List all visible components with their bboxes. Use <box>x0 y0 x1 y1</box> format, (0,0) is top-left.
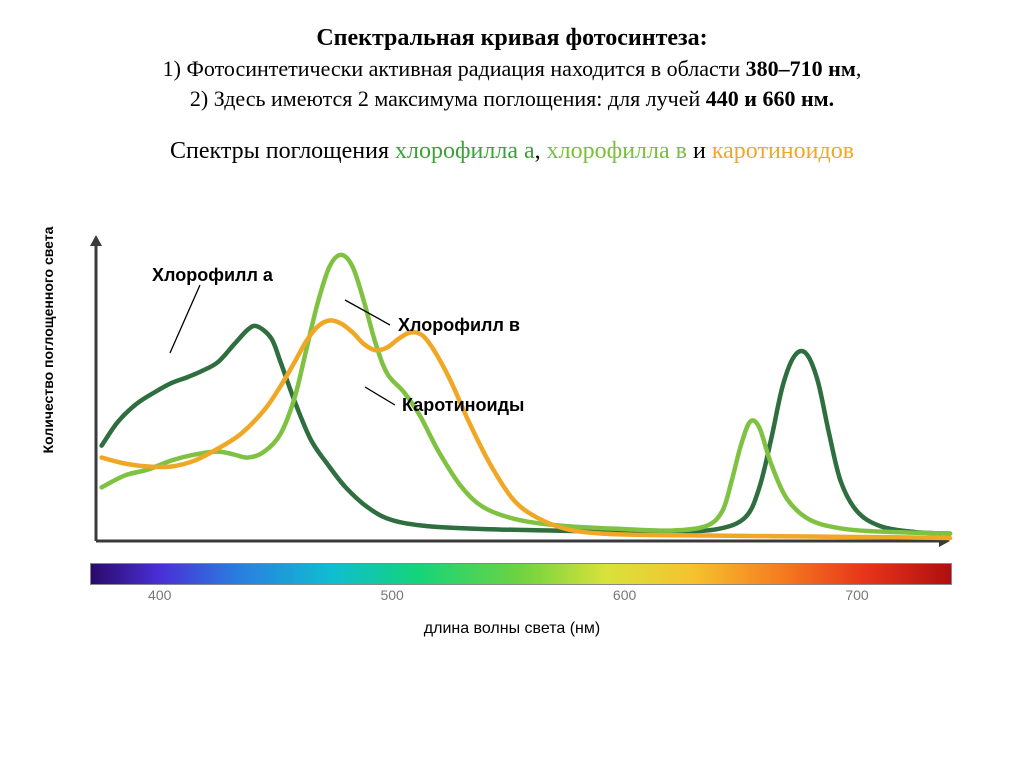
xtick-700: 700 <box>845 587 868 603</box>
series-label-chlorophyll_a: Хлорофилл а <box>152 265 273 286</box>
subtitle: Спектры поглощения хлорофилла а, хлорофи… <box>0 138 1024 165</box>
subtitle-sep2: и <box>687 138 712 164</box>
xtick-500: 500 <box>380 587 403 603</box>
line2-pre: 2) Здесь имеются 2 максимума поглощения:… <box>190 86 706 111</box>
spectrum-bar <box>90 563 952 585</box>
y-axis-label: Количество поглощенного света <box>40 200 56 480</box>
line2-bold: 440 и 660 нм. <box>706 86 834 111</box>
subtitle-prefix: Спектры поглощения <box>170 138 395 164</box>
xtick-400: 400 <box>148 587 171 603</box>
chart: Количество поглощенного света Хлорофилл … <box>0 225 1024 725</box>
xtick-600: 600 <box>613 587 636 603</box>
subtitle-sep1: , <box>535 138 547 164</box>
line1-post: , <box>856 56 862 81</box>
series-chlorophyll_a <box>102 326 950 534</box>
subtitle-chl-b: хлорофилла в <box>547 138 687 164</box>
heading-line-2: 2) Здесь имеются 2 максимума поглощения:… <box>0 84 1024 114</box>
heading-block: Спектральная кривая фотосинтеза: 1) Фото… <box>0 0 1024 114</box>
series-label-chlorophyll_b: Хлорофилл в <box>398 315 520 336</box>
series-label-carotenoids: Каротиноиды <box>402 395 524 416</box>
page-title: Спектральная кривая фотосинтеза: <box>0 22 1024 54</box>
line1-pre: 1) Фотосинтетически активная радиация на… <box>163 56 746 81</box>
plot-area: Хлорофилл а Хлорофилл в Каротиноиды <box>90 235 950 555</box>
x-axis-label: длина волны света (нм) <box>0 620 1024 638</box>
heading-line-1: 1) Фотосинтетически активная радиация на… <box>0 54 1024 84</box>
x-axis-ticks: 400 500 600 700 <box>90 587 950 605</box>
subtitle-carot: каротиноидов <box>712 138 854 164</box>
line1-bold: 380–710 нм <box>746 56 856 81</box>
subtitle-chl-a: хлорофилла а <box>395 138 535 164</box>
